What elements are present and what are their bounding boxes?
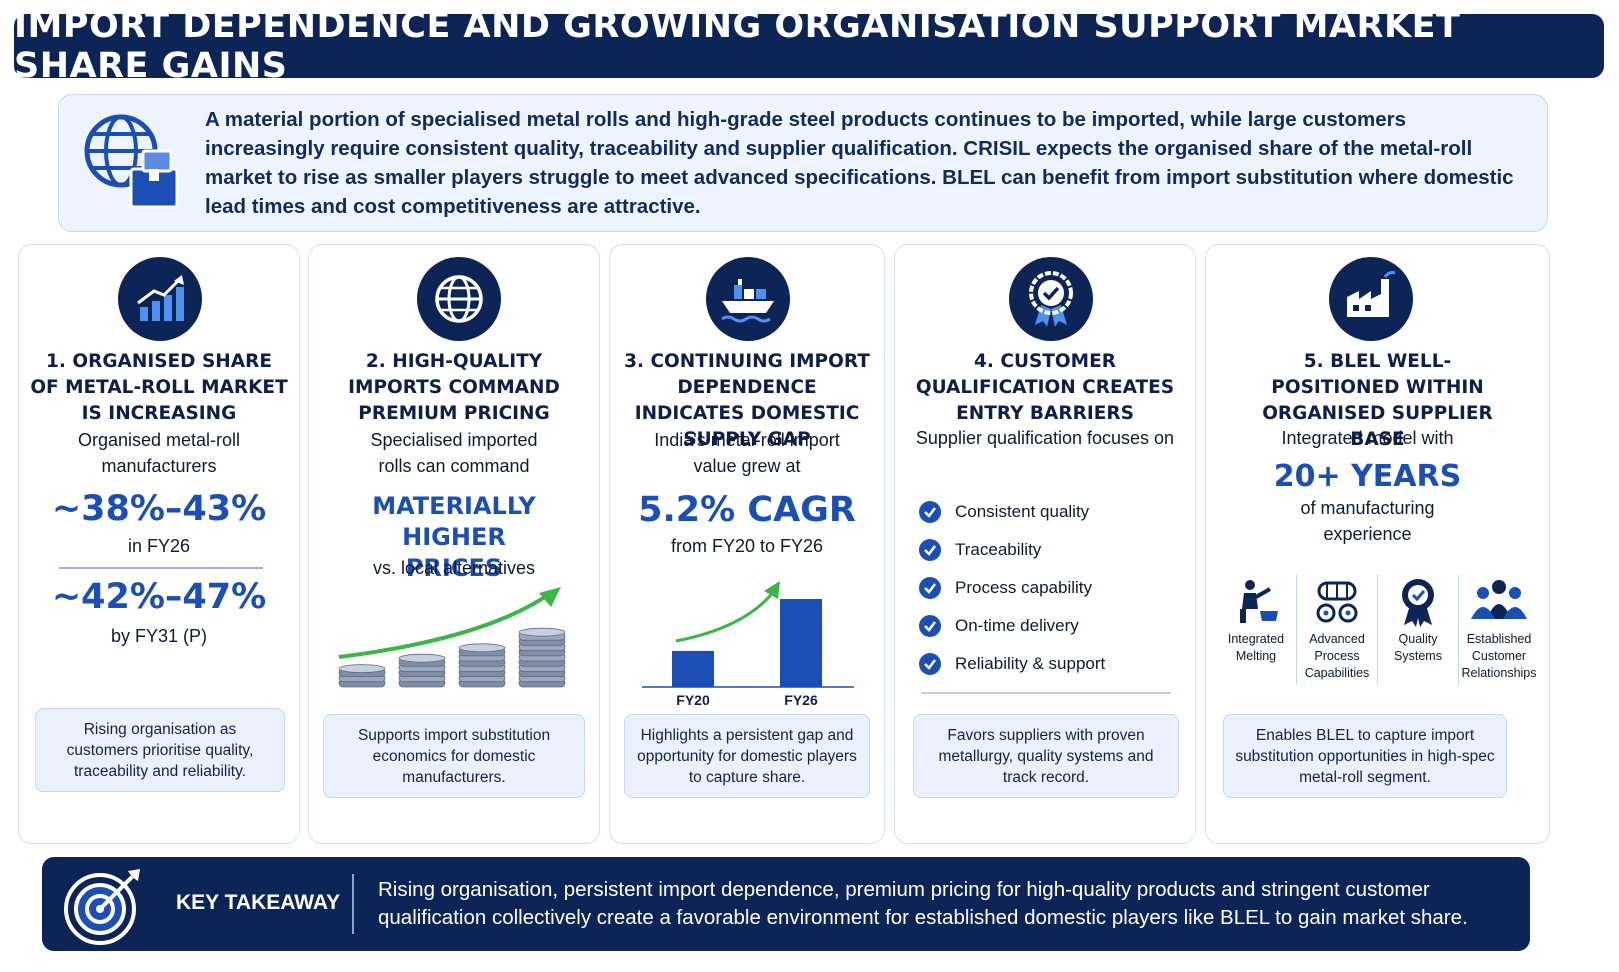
quality-badge-icon xyxy=(1009,257,1093,341)
capabilities-row: Integrated Melting Advanced Process Capa… xyxy=(1216,575,1539,685)
experience-caption: of manufacturing experience xyxy=(1300,498,1435,544)
experience-years-value: 20+ YEARS xyxy=(1273,459,1462,494)
bar-fy26 xyxy=(780,599,822,687)
capability-item: Integrated Melting xyxy=(1216,575,1297,685)
import-cagr-caption: from FY20 to FY26 xyxy=(670,536,824,556)
card-2-note: Supports import substitution economics f… xyxy=(323,714,585,798)
target-icon xyxy=(64,869,140,945)
card-4-subtitle: Supplier qualification focuses on xyxy=(915,428,1175,448)
coin-stacks-graphic xyxy=(338,587,566,688)
list-item: Reliability & support xyxy=(919,645,1105,683)
check-icon xyxy=(919,615,941,637)
list-item: Process capability xyxy=(919,569,1105,607)
takeaway-label: KEY TAKEAWAY xyxy=(176,891,341,914)
card-1-title: 1. ORGANISED SHARE OF METAL-ROLL MARKET … xyxy=(30,351,288,424)
capability-item: Established Customer Relationships xyxy=(1459,575,1539,685)
list-item: On-time delivery xyxy=(919,607,1105,645)
bar-label: FY20 xyxy=(676,692,710,708)
coin-stack xyxy=(398,653,446,688)
globe-box-icon xyxy=(84,114,179,209)
card-1-subtitle: Organised metal-roll manufacturers xyxy=(77,430,241,476)
card-organised-share: 1. ORGANISED SHARE OF METAL-ROLL MARKET … xyxy=(18,244,300,844)
check-icon xyxy=(919,539,941,561)
check-item-label: On-time delivery xyxy=(955,616,1079,635)
growth-arrow-icon xyxy=(764,581,780,599)
check-icon xyxy=(919,577,941,599)
card-5-subtitle: Integrated model with xyxy=(1281,428,1454,448)
organised-share-fy31-caption: by FY31 (P) xyxy=(110,626,208,646)
organised-share-fy26-value: ~38%–43% xyxy=(51,489,267,529)
import-value-bar-chart: FY20 FY26 xyxy=(642,581,854,708)
divider xyxy=(59,567,263,569)
page-title: IMPORT DEPENDENCE AND GROWING ORGANISATI… xyxy=(14,6,1461,86)
check-item-label: Process capability xyxy=(955,578,1093,597)
key-takeaway-banner: KEY TAKEAWAY Rising organisation, persis… xyxy=(42,857,1530,951)
card-2-title: 2. HIGH-QUALITY IMPORTS COMMAND PREMIUM … xyxy=(348,351,560,424)
capability-item: Quality Systems xyxy=(1378,575,1459,685)
growth-arrow-icon xyxy=(539,587,561,607)
card-customer-qualification: 4. CUSTOMER QUALIFICATION CREATES ENTRY … xyxy=(894,244,1196,844)
qualification-check-list: Consistent quality Traceability Process … xyxy=(919,493,1105,683)
card-3-note: Highlights a persistent gap and opportun… xyxy=(624,714,870,798)
list-item: Consistent quality xyxy=(919,493,1105,531)
people-icon xyxy=(1471,580,1527,619)
check-icon xyxy=(919,653,941,675)
import-cagr-value: 5.2% CAGR xyxy=(638,490,856,530)
card-5-title: 5. BLEL WELL-POSITIONED WITHIN ORGANISED… xyxy=(1262,351,1493,450)
check-item-label: Reliability & support xyxy=(955,654,1106,673)
card-1-note: Rising organisation as customers priorit… xyxy=(35,708,285,792)
melting-icon xyxy=(1240,580,1278,623)
bar-growth-icon xyxy=(118,257,202,341)
check-item-label: Consistent quality xyxy=(955,502,1090,521)
title-banner: IMPORT DEPENDENCE AND GROWING ORGANISATI… xyxy=(14,6,1604,86)
bar-fy20 xyxy=(672,650,714,687)
coin-stack xyxy=(518,627,566,688)
premium-pricing-value: MATERIALLY HIGHER PRICES xyxy=(372,492,536,582)
check-item-label: Traceability xyxy=(955,540,1042,559)
medal-icon xyxy=(1402,579,1434,627)
premium-pricing-caption: vs. local alternatives xyxy=(372,558,536,578)
capability-item: Advanced Process Capabilities xyxy=(1297,575,1378,685)
divider xyxy=(921,692,1171,694)
intro-panel: A material portion of specialised metal … xyxy=(58,94,1548,232)
check-icon xyxy=(919,501,941,523)
list-item: Traceability xyxy=(919,531,1105,569)
coin-stack xyxy=(458,643,506,688)
card-2-subtitle: Specialised imported rolls can command xyxy=(370,430,538,476)
card-4-title: 4. CUSTOMER QUALIFICATION CREATES ENTRY … xyxy=(915,351,1175,424)
rolls-icon xyxy=(1316,581,1358,623)
capability-label: Established Customer Relationships xyxy=(1461,632,1537,680)
globe-icon xyxy=(417,257,501,341)
organised-share-fy31-value: ~42%–47% xyxy=(51,577,267,617)
bar-label: FY26 xyxy=(784,692,818,708)
card-3-subtitle: India's metal-roll import value grew at xyxy=(654,430,840,476)
capability-label: Integrated Melting xyxy=(1227,632,1285,663)
coin-stack xyxy=(338,664,386,688)
organised-share-fy26-caption: in FY26 xyxy=(127,536,191,556)
intro-text: A material portion of specialised metal … xyxy=(205,108,1514,218)
card-premium-pricing: 2. HIGH-QUALITY IMPORTS COMMAND PREMIUM … xyxy=(308,244,600,844)
card-blel-positioning: 5. BLEL WELL-POSITIONED WITHIN ORGANISED… xyxy=(1205,244,1550,844)
card-3-title: 3. CONTINUING IMPORT DEPENDENCE INDICATE… xyxy=(624,351,870,450)
capability-label: Advanced Process Capabilities xyxy=(1304,632,1370,680)
takeaway-text: Rising organisation, persistent import d… xyxy=(378,878,1468,929)
capability-label: Quality Systems xyxy=(1394,632,1442,663)
card-import-dependence: 3. CONTINUING IMPORT DEPENDENCE INDICATE… xyxy=(609,244,885,844)
factory-icon xyxy=(1329,257,1413,341)
cargo-ship-icon xyxy=(706,257,790,341)
card-5-note: Enables BLEL to capture import substitut… xyxy=(1223,714,1507,798)
divider xyxy=(352,874,354,934)
card-4-note: Favors suppliers with proven metallurgy,… xyxy=(913,714,1179,798)
